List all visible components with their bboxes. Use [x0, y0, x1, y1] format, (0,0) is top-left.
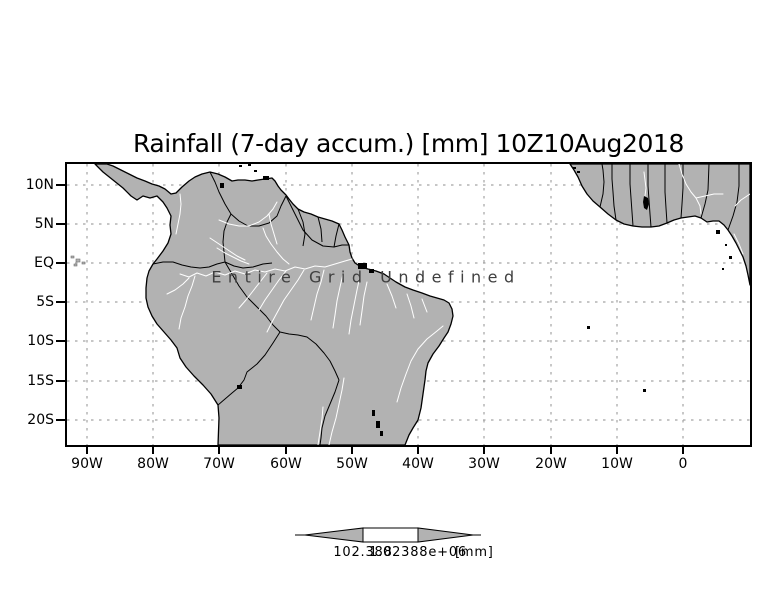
colorbar	[295, 527, 481, 543]
lat-tick	[56, 262, 66, 264]
grid-undefined-message: Entire Grid Undefined	[211, 267, 521, 287]
lat-label-5s: 5S	[36, 294, 54, 310]
colorbar-left-arrow	[304, 527, 364, 543]
lon-tick	[550, 446, 552, 454]
lon-tick	[351, 446, 353, 454]
lon-tick	[86, 446, 88, 454]
colorbar-labels: 102.388 1.02388e+06 [mm]	[0, 545, 784, 561]
rivers	[166, 164, 750, 445]
plot-title: Rainfall (7-day accum.) [mm] 10Z10Aug201…	[132, 129, 685, 158]
colorbar-middle-cell	[362, 527, 419, 543]
lat-label-20s: 20S	[27, 412, 54, 428]
lat-tick	[56, 419, 66, 421]
lat-tick	[56, 184, 66, 186]
lon-label-70w: 70W	[203, 456, 235, 472]
africa-landmass	[569, 164, 750, 286]
lon-tick	[483, 446, 485, 454]
map-canvas	[67, 164, 750, 445]
lon-label-50w: 50W	[336, 456, 368, 472]
south-america-landmass	[94, 164, 454, 445]
country-borders	[152, 164, 740, 445]
lon-label-20w: 20W	[535, 456, 567, 472]
lat-label-15s: 15S	[27, 373, 54, 389]
lon-label-40w: 40W	[402, 456, 434, 472]
lon-label-60w: 60W	[270, 456, 302, 472]
lon-label-0: 0	[678, 456, 688, 472]
lon-label-30w: 30W	[468, 456, 500, 472]
lon-tick	[682, 446, 684, 454]
islands-and-lakes	[70, 164, 732, 436]
lat-tick	[56, 380, 66, 382]
lon-tick	[616, 446, 618, 454]
lat-tick	[56, 340, 66, 342]
lat-label-10n: 10N	[25, 177, 54, 193]
lon-label-80w: 80W	[137, 456, 169, 472]
lon-tick	[285, 446, 287, 454]
colorbar-max-label: 1.02388e+06	[369, 545, 467, 560]
lon-label-10w: 10W	[601, 456, 633, 472]
lat-label-5n: 5N	[34, 216, 54, 232]
colorbar-min-label: 102.388	[333, 545, 393, 560]
lon-tick	[417, 446, 419, 454]
lon-label-90w: 90W	[71, 456, 103, 472]
lat-label-eq: EQ	[34, 255, 54, 271]
lat-tick	[56, 223, 66, 225]
lat-label-10s: 10S	[27, 333, 54, 349]
map-frame: Entire Grid Undefined	[65, 162, 752, 447]
colorbar-right-arrow	[417, 527, 474, 543]
colorbar-unit-label: [mm]	[455, 545, 494, 560]
lon-tick	[218, 446, 220, 454]
lat-tick	[56, 301, 66, 303]
lon-tick	[152, 446, 154, 454]
